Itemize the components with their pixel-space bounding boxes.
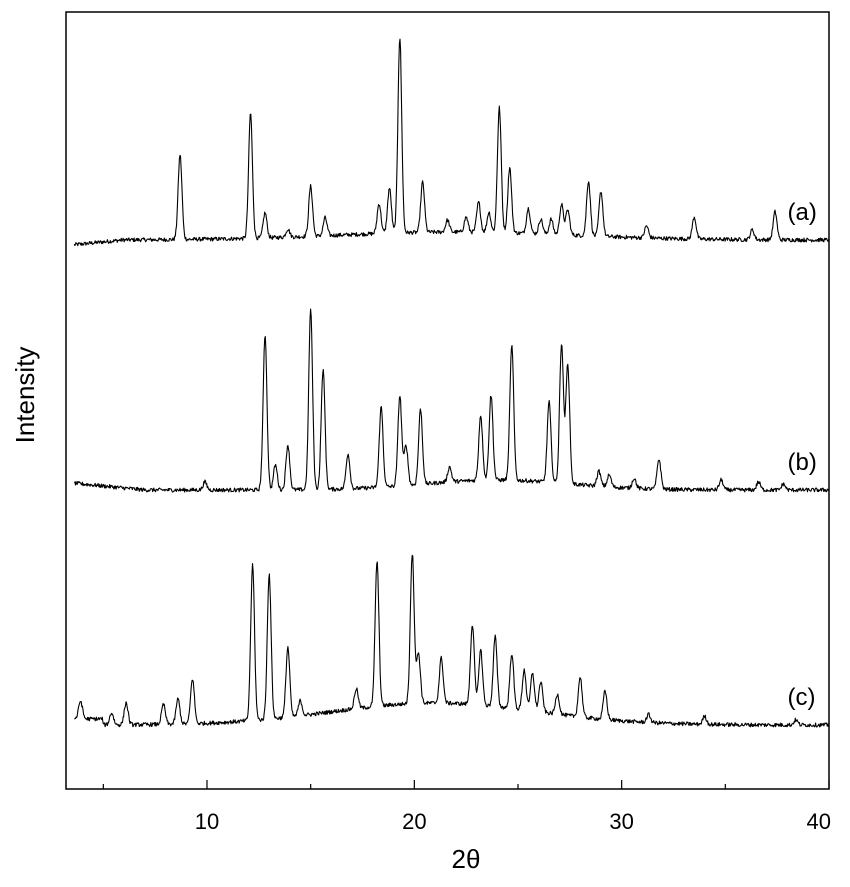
x-tick-label: 10 xyxy=(195,809,219,834)
x-tick-label: 40 xyxy=(807,809,831,834)
x-tick-label: 30 xyxy=(609,809,633,834)
series-layer: (a) (b) (c) xyxy=(73,38,830,728)
y-axis-label: Intensity xyxy=(10,347,40,444)
x-tick-label: 20 xyxy=(402,809,426,834)
plot-frame xyxy=(65,11,830,790)
x-axis-label: 2θ xyxy=(452,844,481,874)
series-line-3 xyxy=(73,554,830,728)
series-label: (a) xyxy=(788,199,817,226)
series-line-2 xyxy=(73,308,830,493)
x-ticks: 10 20 30 40 xyxy=(102,780,831,834)
series-line-1 xyxy=(73,38,830,247)
series-label: (c) xyxy=(788,684,816,711)
series-label: (b) xyxy=(788,449,817,476)
